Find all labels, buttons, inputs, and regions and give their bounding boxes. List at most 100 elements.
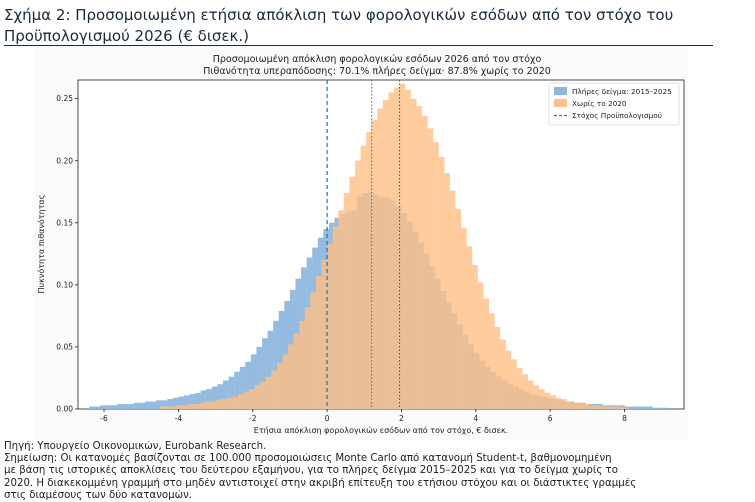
x-tick-label: -4 xyxy=(175,414,183,423)
bar-full-sample xyxy=(641,406,647,409)
chart-title: Προσομοιωμένη απόκλιση φορολογικών εσόδω… xyxy=(213,54,542,65)
bar-ex-2020 xyxy=(366,132,372,409)
bar-ex-2020 xyxy=(438,156,445,409)
bar-ex-2020 xyxy=(578,402,584,409)
legend-box xyxy=(548,82,680,126)
x-tick-label: -2 xyxy=(249,414,257,423)
bar-ex-2020 xyxy=(466,246,473,409)
bar-ex-2020 xyxy=(310,292,317,409)
legend: Πλήρες δείγμα: 2015–2025 Χωρίς το 2020 Σ… xyxy=(548,82,680,126)
bar-ex-2020 xyxy=(477,282,484,409)
legend-label-full-sample: Πλήρες δείγμα: 2015–2025 xyxy=(572,87,672,96)
note-line: στις διαμέσους των δύο κατανομών. xyxy=(4,489,193,501)
y-axis-label: Πυκνότητα πιθανότητας xyxy=(36,195,46,294)
bar-ex-2020 xyxy=(215,400,222,409)
bar-ex-2020 xyxy=(594,405,601,409)
bar-full-sample xyxy=(183,395,190,409)
figure-title: Σχήμα 2: Προσομοιωμένη ετήσια απόκλιση τ… xyxy=(4,6,674,45)
bar-ex-2020 xyxy=(416,106,423,409)
bar-ex-2020 xyxy=(494,327,501,409)
bar-full-sample xyxy=(211,386,218,409)
bar-full-sample xyxy=(167,399,173,409)
bar-full-sample xyxy=(189,394,196,409)
bar-ex-2020 xyxy=(421,116,428,409)
bar-ex-2020 xyxy=(321,260,328,409)
bar-ex-2020 xyxy=(472,264,478,409)
bar-ex-2020 xyxy=(544,392,551,409)
bar-ex-2020 xyxy=(600,406,607,409)
chart-panel: Προσομοιωμένη απόκλιση φορολογικών εσόδω… xyxy=(33,46,688,440)
bar-ex-2020 xyxy=(371,119,378,409)
bar-full-sample xyxy=(239,366,246,409)
bar-ex-2020 xyxy=(338,210,344,409)
bar-full-sample xyxy=(646,406,653,409)
x-tick-label: 2 xyxy=(399,414,404,423)
bar-full-sample xyxy=(139,402,146,409)
bar-full-sample xyxy=(228,376,235,409)
bar-ex-2020 xyxy=(165,406,172,409)
bar-ex-2020 xyxy=(622,407,629,409)
bar-ex-2020 xyxy=(566,401,573,409)
bar-full-sample xyxy=(156,400,162,409)
bar-ex-2020 xyxy=(561,399,568,409)
bar-ex-2020 xyxy=(226,397,233,409)
bar-ex-2020 xyxy=(271,370,278,409)
bar-full-sample xyxy=(172,397,179,409)
bar-full-sample xyxy=(161,400,168,409)
bar-ex-2020 xyxy=(405,89,411,410)
y-tick-label: 0.15 xyxy=(56,218,73,227)
bar-ex-2020 xyxy=(388,92,395,410)
bar-ex-2020 xyxy=(589,405,595,409)
bar-ex-2020 xyxy=(488,313,495,409)
bar-full-sample xyxy=(200,390,207,409)
bar-ex-2020 xyxy=(516,368,523,409)
bar-ex-2020 xyxy=(260,381,266,409)
bar-ex-2020 xyxy=(354,160,361,409)
bar-full-sample xyxy=(111,405,118,409)
bar-ex-2020 xyxy=(293,333,300,409)
chart-subtitle: Πιθανότητα υπεραπόδοσης: 70.1% πλήρες δε… xyxy=(203,66,551,77)
figure-notes: Πηγή: Υπουργείο Οικονομικών, Eurobank Re… xyxy=(4,441,749,502)
legend-swatch-ex-2020 xyxy=(554,99,567,107)
bar-ex-2020 xyxy=(198,402,205,409)
density-histogram-chart: Προσομοιωμένη απόκλιση φορολογικών εσόδω… xyxy=(36,54,685,435)
bar-ex-2020 xyxy=(410,98,417,409)
bar-ex-2020 xyxy=(343,192,350,409)
bar-ex-2020 xyxy=(221,399,227,409)
bar-full-sample xyxy=(273,320,279,409)
bar-ex-2020 xyxy=(555,397,562,409)
bar-full-sample xyxy=(89,406,95,409)
bar-full-sample xyxy=(245,361,252,409)
x-tick-label: 0 xyxy=(325,414,330,423)
bar-ex-2020 xyxy=(249,389,255,409)
bar-ex-2020 xyxy=(449,190,456,409)
note-line: Σημείωση: Οι κατανομές βασίζονται σε 100… xyxy=(4,453,612,465)
bar-full-sample xyxy=(256,346,263,409)
bar-ex-2020 xyxy=(427,128,434,410)
bar-full-sample xyxy=(657,407,664,409)
y-tick-label: 0.20 xyxy=(56,156,73,165)
x-tick-label: 8 xyxy=(622,414,627,423)
legend-label-target-line: Στόχος Προϋπολογισμού xyxy=(572,111,662,120)
bar-ex-2020 xyxy=(288,344,294,409)
bar-ex-2020 xyxy=(399,83,406,409)
bar-ex-2020 xyxy=(170,406,177,409)
series-ex-2020 xyxy=(159,83,629,410)
bar-full-sample xyxy=(663,407,670,409)
bar-ex-2020 xyxy=(617,406,623,409)
bar-full-sample xyxy=(217,384,224,409)
bar-full-sample xyxy=(100,405,107,409)
bar-ex-2020 xyxy=(455,209,462,409)
bar-full-sample xyxy=(278,310,285,409)
bar-full-sample xyxy=(94,406,101,409)
title-divider xyxy=(4,45,713,46)
bar-ex-2020 xyxy=(444,173,450,409)
bar-ex-2020 xyxy=(522,374,529,409)
bar-ex-2020 xyxy=(315,276,322,409)
bar-ex-2020 xyxy=(327,243,333,409)
bar-ex-2020 xyxy=(605,406,612,409)
bar-ex-2020 xyxy=(539,389,545,409)
bar-full-sample xyxy=(267,330,274,409)
bar-ex-2020 xyxy=(433,142,439,409)
bar-ex-2020 xyxy=(265,376,272,409)
